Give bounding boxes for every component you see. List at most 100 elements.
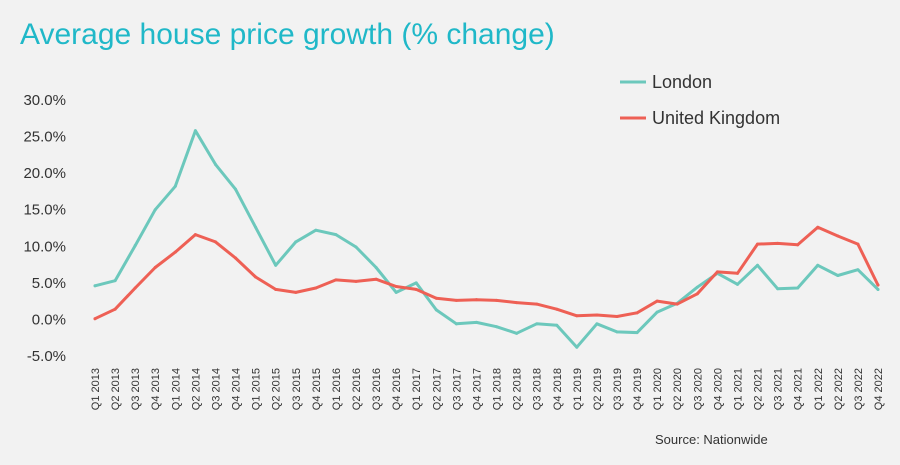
data-point-united-kingdom bbox=[816, 225, 820, 229]
x-tick-label: Q1 2019 bbox=[572, 368, 584, 410]
series-line-london bbox=[93, 129, 880, 349]
data-point-united-kingdom bbox=[876, 283, 880, 287]
data-point-united-kingdom bbox=[113, 307, 117, 311]
data-point-united-kingdom bbox=[635, 311, 639, 315]
x-tick-label: Q2 2017 bbox=[431, 368, 443, 410]
data-point-london bbox=[695, 285, 699, 289]
y-tick-label: 5.0% bbox=[32, 275, 66, 292]
x-tick-label: Q3 2015 bbox=[291, 368, 303, 410]
x-tick-label: Q1 2021 bbox=[732, 368, 744, 410]
x-tick-label: Q4 2021 bbox=[793, 368, 805, 410]
data-point-london bbox=[515, 331, 519, 335]
x-tick-label: Q1 2018 bbox=[492, 368, 504, 410]
x-tick-label: Q2 2022 bbox=[833, 368, 845, 410]
data-point-united-kingdom bbox=[515, 301, 519, 305]
data-point-united-kingdom bbox=[735, 271, 739, 275]
data-point-united-kingdom bbox=[595, 313, 599, 317]
x-tick-label: Q2 2019 bbox=[592, 368, 604, 410]
x-tick-label: Q2 2015 bbox=[271, 368, 283, 410]
data-point-united-kingdom bbox=[374, 277, 378, 281]
data-point-london bbox=[173, 184, 177, 188]
data-point-london bbox=[133, 244, 137, 248]
data-point-united-kingdom bbox=[173, 250, 177, 254]
data-point-united-kingdom bbox=[234, 256, 238, 260]
data-point-london bbox=[153, 208, 157, 212]
x-tick-label: Q1 2015 bbox=[251, 368, 263, 410]
data-point-london bbox=[555, 323, 559, 327]
x-tick-label: Q3 2020 bbox=[692, 368, 704, 410]
data-point-london bbox=[234, 187, 238, 191]
data-point-london bbox=[535, 322, 539, 326]
x-tick-label: Q3 2018 bbox=[532, 368, 544, 410]
data-point-london bbox=[756, 263, 760, 267]
data-point-london bbox=[93, 284, 97, 288]
x-tick-label: Q1 2016 bbox=[331, 368, 343, 410]
data-point-united-kingdom bbox=[495, 298, 499, 302]
data-point-london bbox=[414, 281, 418, 285]
data-point-london bbox=[836, 274, 840, 278]
y-tick-label: 20.0% bbox=[23, 165, 66, 182]
x-tick-label: Q1 2020 bbox=[652, 368, 664, 410]
data-point-united-kingdom bbox=[193, 233, 197, 237]
data-point-london bbox=[213, 162, 217, 166]
data-point-london bbox=[615, 330, 619, 334]
y-tick-label: 15.0% bbox=[23, 202, 66, 219]
data-point-united-kingdom bbox=[615, 315, 619, 319]
x-tick-label: Q4 2014 bbox=[231, 368, 243, 410]
data-point-london bbox=[595, 322, 599, 326]
x-tick-label: Q4 2018 bbox=[552, 368, 564, 410]
data-point-united-kingdom bbox=[856, 242, 860, 246]
y-axis: -5.0% 0.0% 5.0% 10.0% 15.0% 20.0% 25.0% 30.0% bbox=[23, 92, 66, 365]
x-tick-label: Q4 2015 bbox=[311, 368, 323, 410]
x-tick-label: Q4 2016 bbox=[391, 368, 403, 410]
x-tick-label: Q3 2022 bbox=[853, 368, 865, 410]
x-tick-label: Q1 2022 bbox=[813, 368, 825, 410]
data-point-united-kingdom bbox=[555, 307, 559, 311]
x-tick-label: Q1 2013 bbox=[90, 368, 102, 410]
data-point-united-kingdom bbox=[133, 286, 137, 290]
data-point-london bbox=[735, 282, 739, 286]
data-point-united-kingdom bbox=[274, 287, 278, 291]
data-point-london bbox=[374, 265, 378, 269]
data-point-united-kingdom bbox=[715, 270, 719, 274]
data-point-united-kingdom bbox=[655, 299, 659, 303]
data-point-united-kingdom bbox=[354, 279, 358, 283]
data-point-united-kingdom bbox=[93, 317, 97, 321]
x-tick-label: Q4 2017 bbox=[471, 368, 483, 410]
x-tick-label: Q3 2013 bbox=[130, 368, 142, 410]
x-tick-label: Q4 2019 bbox=[632, 368, 644, 410]
data-point-london bbox=[454, 322, 458, 326]
x-tick-label: Q1 2014 bbox=[170, 368, 182, 410]
x-tick-label: Q1 2017 bbox=[411, 368, 423, 410]
data-point-united-kingdom bbox=[836, 234, 840, 238]
series-layer bbox=[93, 129, 880, 349]
legend-label-united-kingdom: United Kingdom bbox=[652, 108, 780, 128]
x-tick-label: Q4 2020 bbox=[712, 368, 724, 410]
data-point-london bbox=[354, 245, 358, 249]
data-point-london bbox=[193, 129, 197, 133]
data-point-london bbox=[274, 263, 278, 267]
x-tick-label: Q3 2021 bbox=[773, 368, 785, 410]
chart-title: Average house price growth (% change) bbox=[20, 18, 555, 51]
data-point-united-kingdom bbox=[796, 243, 800, 247]
data-point-london bbox=[254, 225, 258, 229]
x-tick-label: Q3 2017 bbox=[451, 368, 463, 410]
data-point-london bbox=[796, 286, 800, 290]
data-point-united-kingdom bbox=[394, 285, 398, 289]
data-point-london bbox=[876, 287, 880, 291]
data-point-united-kingdom bbox=[414, 287, 418, 291]
data-point-united-kingdom bbox=[334, 278, 338, 282]
y-tick-label: 0.0% bbox=[32, 311, 66, 328]
data-point-united-kingdom bbox=[675, 302, 679, 306]
legend-label-london: London bbox=[652, 72, 712, 92]
data-point-united-kingdom bbox=[213, 240, 217, 244]
x-tick-label: Q3 2016 bbox=[371, 368, 383, 410]
data-point-united-kingdom bbox=[474, 298, 478, 302]
x-tick-label: Q2 2018 bbox=[512, 368, 524, 410]
data-point-united-kingdom bbox=[695, 292, 699, 296]
data-point-london bbox=[776, 287, 780, 291]
x-axis: Q1 2013 Q2 2013 Q3 2013 Q4 2013 Q1 2014 Q2 20… bbox=[90, 368, 885, 410]
y-tick-label: 30.0% bbox=[23, 92, 66, 109]
data-point-united-kingdom bbox=[314, 286, 318, 290]
data-point-london bbox=[334, 233, 338, 237]
